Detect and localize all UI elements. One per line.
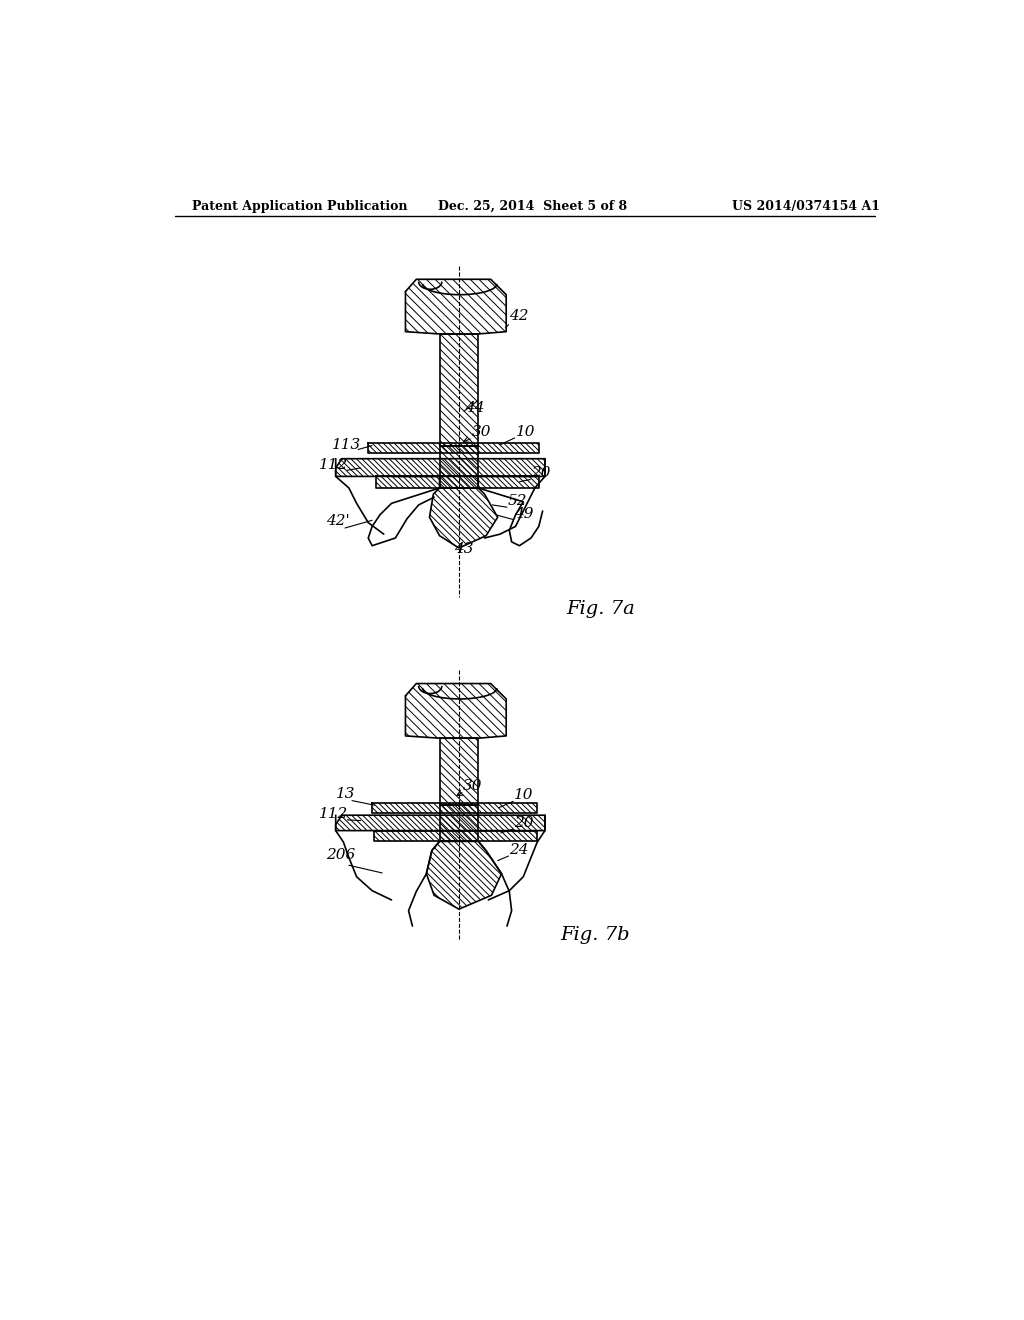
Text: 112: 112 [319, 807, 349, 821]
Text: 44: 44 [465, 401, 484, 416]
Text: 42': 42' [327, 513, 350, 528]
Text: 10: 10 [514, 788, 534, 803]
Text: Fig. 7a: Fig. 7a [566, 601, 635, 618]
Polygon shape [439, 446, 478, 488]
Text: 49: 49 [514, 507, 534, 521]
Text: Fig. 7b: Fig. 7b [560, 925, 630, 944]
Polygon shape [426, 841, 502, 909]
Polygon shape [375, 830, 538, 841]
Polygon shape [439, 738, 478, 805]
Polygon shape [369, 444, 539, 453]
Text: 24: 24 [509, 842, 528, 857]
Text: 42: 42 [509, 309, 528, 323]
Polygon shape [336, 816, 545, 830]
Text: 43: 43 [455, 541, 474, 556]
Polygon shape [406, 280, 506, 334]
Polygon shape [372, 803, 538, 813]
Text: 113: 113 [332, 438, 361, 451]
Text: Patent Application Publication: Patent Application Publication [191, 199, 408, 213]
Text: 30: 30 [463, 779, 482, 793]
Text: 52: 52 [508, 494, 527, 508]
Polygon shape [429, 488, 498, 548]
Text: US 2014/0374154 A1: US 2014/0374154 A1 [732, 199, 881, 213]
Text: 30: 30 [471, 425, 490, 440]
Polygon shape [439, 805, 478, 841]
Text: 20: 20 [531, 466, 551, 480]
Text: 206: 206 [326, 849, 355, 862]
Text: 20: 20 [514, 816, 534, 830]
Polygon shape [376, 477, 539, 488]
Polygon shape [439, 334, 478, 446]
Text: 112: 112 [319, 458, 349, 473]
Polygon shape [406, 684, 506, 738]
Text: 13: 13 [336, 787, 355, 800]
Polygon shape [336, 459, 545, 477]
Text: Dec. 25, 2014  Sheet 5 of 8: Dec. 25, 2014 Sheet 5 of 8 [438, 199, 627, 213]
Text: 10: 10 [515, 425, 535, 438]
